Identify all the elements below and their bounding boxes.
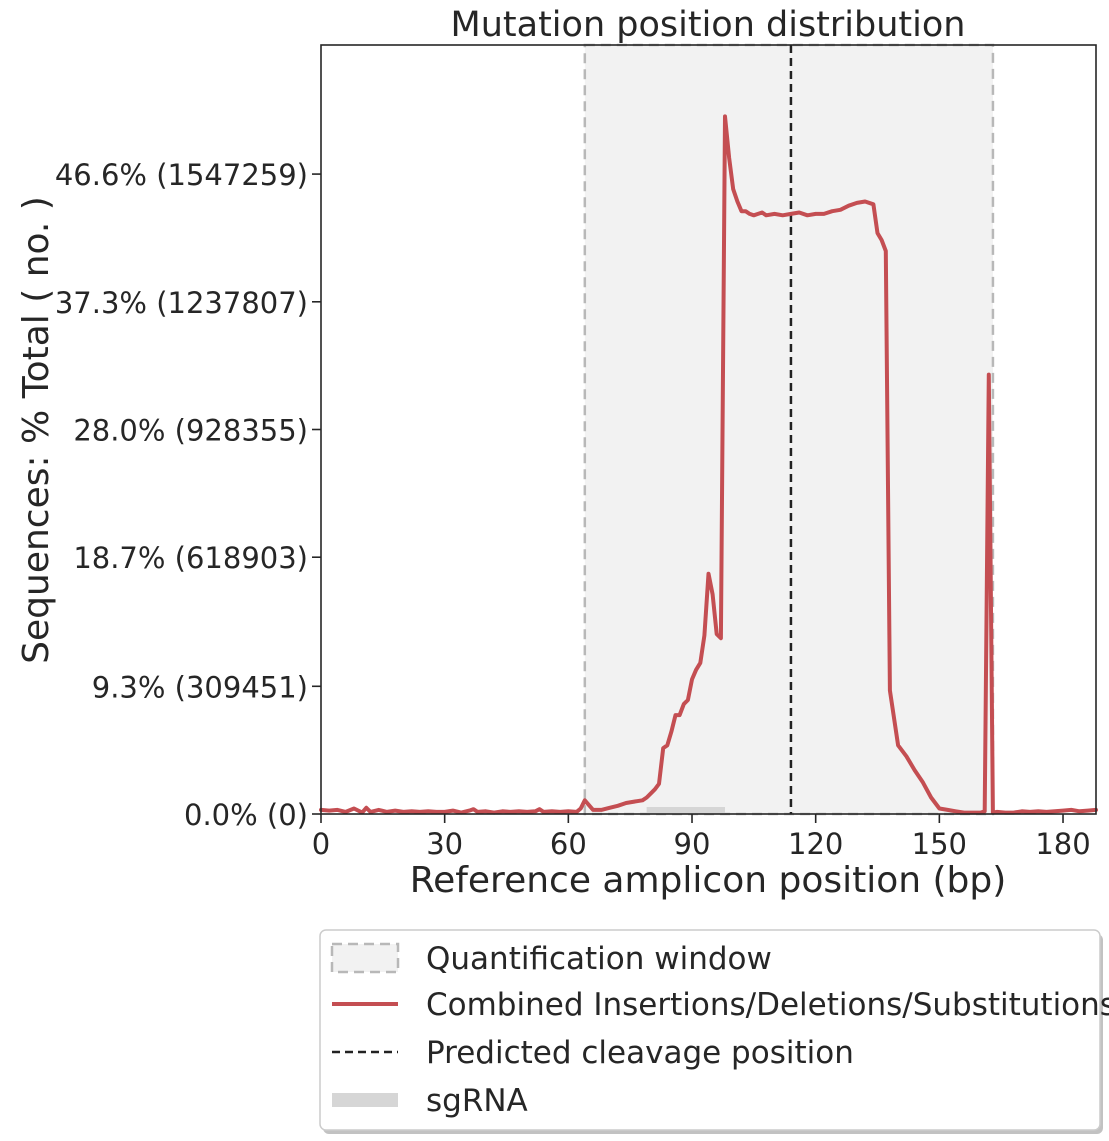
series-layer bbox=[319, 114, 1098, 815]
x-tick-label: 90 bbox=[674, 827, 711, 861]
legend-box bbox=[319, 929, 1101, 1131]
chart-title: Mutation position distribution bbox=[451, 5, 966, 45]
legend-label: sgRNA bbox=[426, 1083, 528, 1119]
quantification-window-layer bbox=[583, 43, 995, 816]
x-tick-label: 120 bbox=[788, 827, 843, 861]
x-tick-label: 180 bbox=[1035, 827, 1090, 861]
legend-label: Combined Insertions/Deletions/Substituti… bbox=[426, 987, 1109, 1023]
sgrna-layer bbox=[646, 807, 725, 814]
legend-label: Predicted cleavage position bbox=[426, 1035, 854, 1071]
x-axis-ticks: 0 30 60 90 120 150 180 bbox=[312, 814, 1091, 861]
legend-label: Quantification window bbox=[426, 941, 772, 977]
x-tick-label: 60 bbox=[550, 827, 587, 861]
y-axis-label: Sequences: % Total ( no. ) bbox=[16, 196, 57, 664]
y-tick-label: 9.3% (309451) bbox=[92, 670, 308, 704]
legend-handle-window bbox=[330, 942, 400, 974]
x-tick-label: 0 bbox=[312, 827, 330, 861]
y-axis-ticks: 0.0% (0) 9.3% (309451) 18.7% (618903) 28.0%… bbox=[55, 158, 321, 832]
y-tick-label: 28.0% (928355) bbox=[73, 414, 308, 448]
x-tick-label: 30 bbox=[426, 827, 463, 861]
sgrna-bar bbox=[646, 807, 725, 814]
x-axis-label: Reference amplicon position (bp) bbox=[410, 860, 1007, 901]
x-tick-label: 150 bbox=[912, 827, 967, 861]
series-line-0 bbox=[319, 114, 1098, 815]
y-tick-label: 18.7% (618903) bbox=[73, 541, 308, 575]
y-tick-label: 0.0% (0) bbox=[184, 798, 308, 832]
y-tick-label: 37.3% (1237807) bbox=[55, 286, 308, 320]
legend-handle-sgrna bbox=[332, 1093, 398, 1107]
quantification-window-band bbox=[583, 43, 995, 816]
legend: Quantification window Combined Insertions… bbox=[319, 929, 1109, 1134]
y-tick-label: 46.6% (1547259) bbox=[55, 158, 308, 192]
